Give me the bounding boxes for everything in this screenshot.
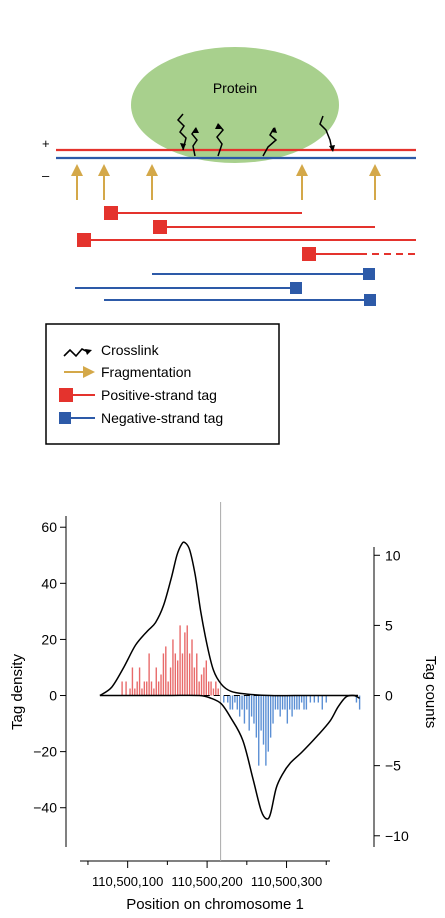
plus-strand-label: + [42, 136, 50, 151]
legend-item-crosslink: Crosslink [63, 342, 160, 358]
crosslink-icon [191, 127, 198, 157]
y-left-tick-label: 20 [41, 631, 57, 647]
crosslink-arrowhead-icon [329, 145, 335, 152]
positive-tag [77, 233, 416, 247]
legend-box [45, 323, 280, 445]
crosslinks [176, 113, 333, 157]
y-right-tick-label: −10 [385, 828, 409, 844]
y-left-tick-label: 60 [41, 519, 57, 535]
negative-tag-icon [59, 412, 71, 424]
crosslink-icon [262, 127, 278, 157]
fragmentation-arrow-icon [146, 164, 158, 200]
y-axis-right-title: Tag counts [422, 656, 439, 729]
x-axis-title: Position on chromosome 1 [126, 896, 304, 913]
x-tick-label: 110,500,300 [251, 874, 322, 889]
positive-tag [104, 206, 302, 220]
positive-tag [153, 220, 375, 234]
negative-strand-tags [75, 268, 376, 306]
negative-tag [104, 294, 376, 306]
y-right-tick-label: −5 [385, 758, 401, 774]
fragmentation-arrow-icon [369, 164, 381, 200]
y-left-tick-label: −20 [33, 744, 57, 760]
legend-label: Fragmentation [101, 364, 191, 380]
positive-strand-tags [77, 206, 416, 261]
negative-tag [152, 268, 375, 280]
fragmentation-arrow-icon [98, 164, 110, 200]
crosslink-icon [319, 115, 333, 151]
x-tick-label: 110,500,200 [171, 874, 242, 889]
x-tick-label: 110,500,100 [92, 874, 163, 889]
crosslink-arrowhead-icon [271, 127, 277, 133]
schematic-diagram: Protein + – [42, 47, 416, 306]
negative-tag [75, 282, 302, 294]
protein-blob [131, 47, 339, 163]
legend-label: Negative-strand tag [101, 410, 223, 426]
crosslink-arrowhead-icon [215, 123, 221, 129]
y-left-tick-label: 0 [49, 688, 57, 704]
fragmentation-arrow-icon [83, 366, 95, 378]
density-curve [99, 541, 358, 697]
fragmentation-arrows [71, 164, 381, 200]
crosslink-zigzag-icon [63, 348, 89, 358]
legend-item-fragmentation: Fragmentation [64, 364, 191, 380]
positive-tag-dashed [302, 247, 416, 261]
density-curve [99, 694, 360, 820]
legend: Crosslink Fragmentation Positive-strand … [45, 323, 280, 445]
crosslink-arrowheads [180, 123, 335, 152]
crosslink-icon [176, 113, 187, 151]
tag-density-chart: 60 40 20 0 −20 −40 10 5 0 −5 −10 110,500,100 110,5… [9, 502, 439, 913]
positive-tag-icon [59, 388, 73, 402]
legend-label: Positive-strand tag [101, 387, 217, 403]
y-left-tick-label: −40 [33, 800, 57, 816]
y-axis-left-title: Tag density [9, 654, 26, 730]
y-left-tick-label: 40 [41, 575, 57, 591]
crosslink-arrowhead-icon [180, 143, 186, 150]
crosslink-icon [216, 123, 224, 157]
minus-strand-label: – [42, 168, 50, 183]
legend-item-negative-tag: Negative-strand tag [59, 410, 223, 426]
legend-item-positive-tag: Positive-strand tag [59, 387, 217, 403]
crosslink-arrowhead-icon [85, 349, 92, 355]
y-right-tick-label: 0 [385, 688, 393, 704]
crosslink-arrowhead-icon [193, 127, 199, 133]
protein-label: Protein [213, 80, 257, 96]
fragmentation-arrow-icon [296, 164, 308, 200]
y-right-tick-label: 10 [385, 547, 401, 563]
legend-label: Crosslink [101, 342, 160, 358]
fragmentation-arrow-icon [71, 164, 83, 200]
y-right-tick-label: 5 [385, 617, 393, 633]
